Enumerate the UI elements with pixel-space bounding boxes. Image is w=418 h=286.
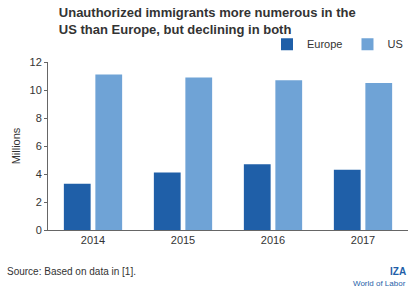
svg-text:World of Labor: World of Labor — [353, 279, 406, 286]
svg-text:Unauthorized immigrants more n: Unauthorized immigrants more numerous in… — [59, 5, 356, 37]
svg-text:2017: 2017 — [351, 234, 375, 246]
svg-text:6: 6 — [36, 140, 42, 152]
svg-text:12: 12 — [30, 56, 42, 68]
svg-text:2016: 2016 — [261, 234, 285, 246]
svg-text:Millions: Millions — [10, 127, 22, 164]
svg-text:10: 10 — [30, 84, 42, 96]
svg-text:IZA: IZA — [390, 266, 406, 277]
svg-text:2015: 2015 — [171, 234, 195, 246]
svg-text:US: US — [387, 38, 402, 50]
svg-text:2: 2 — [36, 196, 42, 208]
svg-text:4: 4 — [36, 168, 42, 180]
svg-text:2014: 2014 — [81, 234, 105, 246]
svg-text:0: 0 — [36, 224, 42, 236]
svg-text:Source: Based on data in [1].: Source: Based on data in [1]. — [7, 266, 136, 277]
svg-text:Europe: Europe — [307, 38, 342, 50]
svg-text:8: 8 — [36, 112, 42, 124]
